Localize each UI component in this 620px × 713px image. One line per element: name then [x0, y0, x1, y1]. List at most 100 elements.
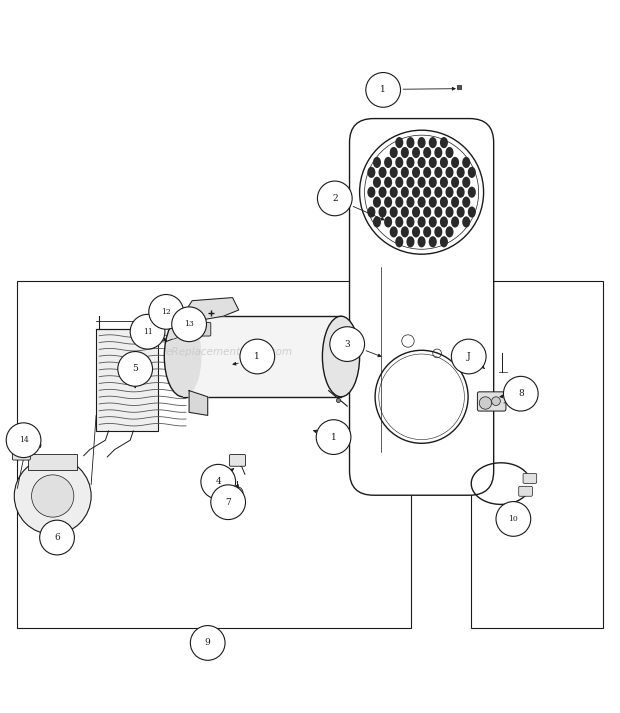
Ellipse shape — [390, 147, 398, 158]
Circle shape — [190, 625, 225, 660]
Ellipse shape — [423, 147, 432, 158]
Ellipse shape — [468, 167, 476, 178]
Ellipse shape — [468, 207, 476, 217]
Ellipse shape — [440, 216, 448, 227]
Circle shape — [360, 130, 484, 255]
Ellipse shape — [463, 197, 470, 207]
Text: 14: 14 — [19, 436, 29, 444]
Ellipse shape — [429, 236, 436, 247]
Text: 7: 7 — [225, 498, 231, 507]
Ellipse shape — [435, 207, 443, 217]
Ellipse shape — [390, 187, 398, 198]
Circle shape — [503, 376, 538, 411]
Ellipse shape — [440, 157, 448, 168]
Circle shape — [211, 485, 246, 520]
Ellipse shape — [468, 187, 476, 198]
Circle shape — [316, 420, 351, 454]
Ellipse shape — [390, 226, 398, 237]
Ellipse shape — [379, 187, 387, 198]
Ellipse shape — [379, 167, 387, 178]
Text: 1: 1 — [330, 433, 337, 441]
Ellipse shape — [396, 197, 403, 207]
FancyBboxPatch shape — [477, 392, 506, 411]
Ellipse shape — [396, 137, 403, 148]
Ellipse shape — [435, 187, 443, 198]
FancyBboxPatch shape — [29, 454, 77, 471]
Text: 8: 8 — [518, 389, 524, 398]
Ellipse shape — [418, 236, 425, 247]
Ellipse shape — [423, 207, 432, 217]
Circle shape — [479, 397, 492, 409]
Circle shape — [6, 423, 41, 458]
Ellipse shape — [412, 187, 420, 198]
Polygon shape — [189, 391, 208, 416]
Ellipse shape — [451, 197, 459, 207]
Ellipse shape — [412, 167, 420, 178]
Ellipse shape — [418, 216, 425, 227]
Ellipse shape — [456, 187, 465, 198]
Circle shape — [240, 339, 275, 374]
Circle shape — [492, 397, 500, 406]
Text: 11: 11 — [143, 328, 153, 336]
Text: J: J — [467, 352, 471, 361]
Ellipse shape — [423, 187, 432, 198]
Circle shape — [149, 294, 184, 329]
Text: 10: 10 — [508, 515, 518, 523]
Circle shape — [496, 501, 531, 536]
Ellipse shape — [423, 167, 432, 178]
Ellipse shape — [440, 137, 448, 148]
Ellipse shape — [384, 216, 392, 227]
Ellipse shape — [423, 226, 432, 237]
Circle shape — [118, 352, 153, 386]
Circle shape — [330, 327, 365, 361]
Ellipse shape — [429, 216, 436, 227]
Circle shape — [201, 464, 236, 499]
Ellipse shape — [429, 197, 436, 207]
Bar — [471, 281, 603, 628]
Ellipse shape — [435, 226, 443, 237]
Ellipse shape — [379, 207, 387, 217]
Ellipse shape — [446, 207, 454, 217]
Ellipse shape — [373, 216, 381, 227]
Ellipse shape — [401, 167, 409, 178]
Ellipse shape — [440, 236, 448, 247]
Ellipse shape — [446, 147, 454, 158]
Ellipse shape — [440, 197, 448, 207]
Circle shape — [32, 475, 74, 517]
Bar — [183, 316, 341, 397]
Ellipse shape — [429, 177, 436, 188]
Ellipse shape — [446, 167, 454, 178]
Text: 4: 4 — [215, 477, 221, 486]
Ellipse shape — [390, 207, 398, 217]
Ellipse shape — [451, 157, 459, 168]
Ellipse shape — [373, 197, 381, 207]
Bar — [17, 281, 411, 628]
Ellipse shape — [384, 157, 392, 168]
Text: 5: 5 — [132, 364, 138, 374]
Circle shape — [14, 458, 91, 535]
Text: 1: 1 — [380, 86, 386, 94]
Ellipse shape — [407, 157, 414, 168]
Ellipse shape — [396, 236, 403, 247]
Ellipse shape — [396, 177, 403, 188]
Ellipse shape — [429, 157, 436, 168]
Circle shape — [231, 487, 243, 499]
Ellipse shape — [373, 157, 381, 168]
Bar — [96, 329, 158, 431]
Ellipse shape — [373, 177, 381, 188]
Ellipse shape — [418, 177, 425, 188]
FancyBboxPatch shape — [190, 322, 211, 336]
Ellipse shape — [435, 147, 443, 158]
FancyBboxPatch shape — [350, 118, 494, 496]
Ellipse shape — [412, 226, 420, 237]
Ellipse shape — [368, 187, 376, 198]
Text: 1: 1 — [254, 352, 260, 361]
Ellipse shape — [164, 316, 202, 397]
Ellipse shape — [463, 177, 470, 188]
Ellipse shape — [418, 157, 425, 168]
Text: 12: 12 — [161, 308, 171, 316]
Text: eReplacementParts.com: eReplacementParts.com — [166, 347, 293, 356]
Circle shape — [365, 135, 479, 250]
Ellipse shape — [396, 216, 403, 227]
Ellipse shape — [407, 137, 414, 148]
